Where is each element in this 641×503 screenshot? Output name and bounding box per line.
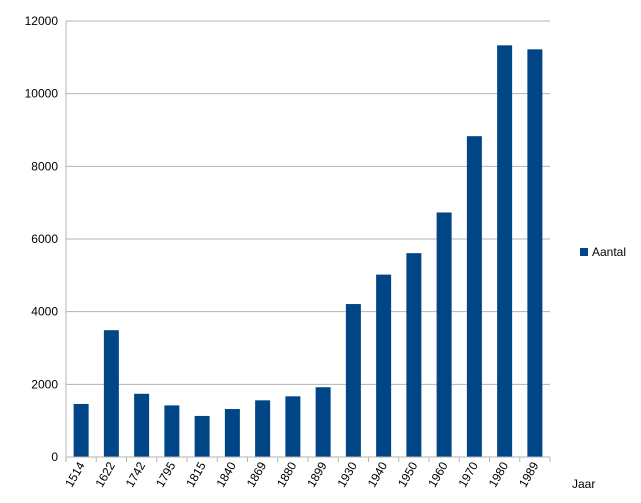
bar <box>406 253 422 457</box>
bar <box>345 304 361 457</box>
bar <box>315 387 331 457</box>
bar <box>164 405 180 457</box>
bar <box>73 403 89 457</box>
bar <box>103 330 119 457</box>
x-tick-label: 1622 <box>92 459 118 489</box>
bars <box>73 45 543 458</box>
legend-label: Aantal <box>592 245 626 259</box>
y-tick-label: 0 <box>51 450 58 464</box>
x-tick-label: 1795 <box>153 459 179 489</box>
bar <box>194 415 210 457</box>
y-tick-label: 4000 <box>31 305 58 319</box>
bar <box>527 49 543 458</box>
y-tick-label: 6000 <box>31 232 58 246</box>
bar <box>497 45 513 458</box>
x-tick-label: 1960 <box>425 459 451 489</box>
y-tick-label: 2000 <box>31 377 58 391</box>
legend: Aantal <box>580 245 626 259</box>
x-tick-label: 1970 <box>455 459 481 489</box>
legend-swatch <box>580 248 588 256</box>
x-axis-label: Jaar <box>572 477 595 491</box>
y-tick-label: 10000 <box>25 87 59 101</box>
x-tick-label: 1880 <box>274 459 300 489</box>
x-tick-label: 1869 <box>244 459 270 489</box>
x-tick-label: 1989 <box>516 459 542 489</box>
x-tick-label: 1742 <box>123 459 149 489</box>
bar <box>224 409 240 457</box>
x-tick-label: 1815 <box>183 459 209 489</box>
x-tick-label: 1930 <box>334 459 360 489</box>
y-tick-label: 12000 <box>25 14 59 28</box>
bar <box>466 136 482 457</box>
x-tick-label: 1940 <box>365 459 391 489</box>
x-tick-label: 1899 <box>304 459 330 489</box>
bar <box>376 274 392 457</box>
y-axis-tick-labels: 0 2000 4000 6000 8000 10000 12000 <box>25 14 59 464</box>
bar <box>285 396 301 457</box>
x-tick-label: 1514 <box>62 459 88 489</box>
x-tick-label: 1950 <box>395 459 421 489</box>
x-tick-label: 1980 <box>486 459 512 489</box>
y-tick-label: 8000 <box>31 159 58 173</box>
bar <box>436 212 452 457</box>
x-axis-tick-labels: 1514 1622 1742 1795 1815 1840 1869 1880 1899 1930… <box>62 457 551 490</box>
x-tick-label: 1840 <box>213 459 239 489</box>
bar <box>255 400 271 457</box>
bar <box>134 393 150 457</box>
